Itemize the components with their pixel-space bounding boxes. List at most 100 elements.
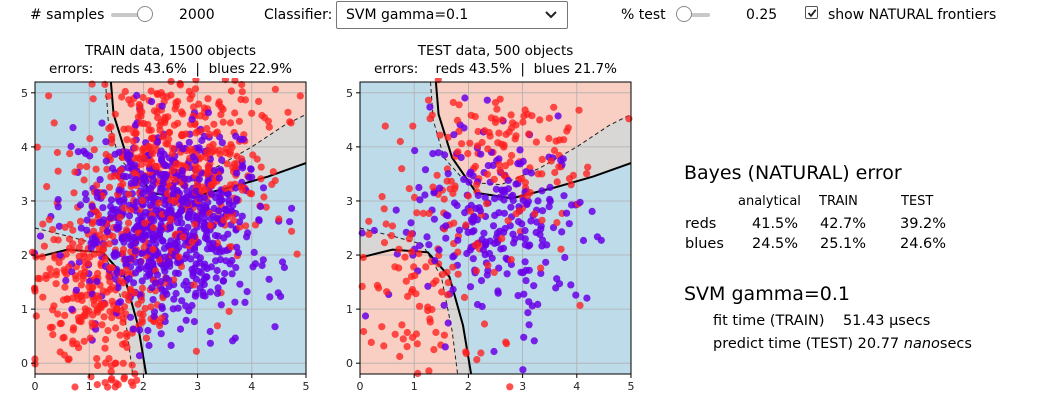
samples-slider[interactable] xyxy=(111,6,153,22)
train-red-point xyxy=(108,314,116,322)
train-blue-point xyxy=(136,326,144,334)
test-xtick-label-0: 0 xyxy=(357,380,364,393)
train-blue-point xyxy=(55,222,63,230)
train-blue-point xyxy=(239,162,247,170)
bayes-reds-analytical: 41.5% xyxy=(752,216,799,232)
test-red-point xyxy=(408,288,416,296)
test-xtick-label-5: 5 xyxy=(628,380,635,393)
train-red-point xyxy=(265,123,273,131)
train-red-point xyxy=(122,329,130,338)
train-blue-point xyxy=(201,234,209,242)
test-blue-point xyxy=(545,203,553,211)
classifier-select[interactable]: SVM gamma=0.1 xyxy=(336,1,568,29)
test-red-point xyxy=(444,133,452,141)
train-red-point xyxy=(227,243,235,251)
train-blue-point xyxy=(153,138,161,146)
test-red-point xyxy=(426,315,434,323)
train-blue-point xyxy=(110,251,118,259)
train-axes-frame xyxy=(34,81,307,375)
train-red-point xyxy=(105,355,113,363)
frontiers-checkbox[interactable] xyxy=(805,6,818,19)
train-blue-point xyxy=(200,219,208,227)
train-blue-point xyxy=(228,270,236,278)
test-blue-point xyxy=(461,94,469,102)
test-xtick-label-3: 3 xyxy=(519,380,526,393)
test-red-point xyxy=(438,288,446,296)
train-red-point xyxy=(191,220,199,228)
test-blue-point xyxy=(435,246,443,254)
test-red-point xyxy=(380,239,389,247)
test-red-point xyxy=(515,207,523,215)
train-red-point xyxy=(124,219,133,227)
train-blue-point xyxy=(159,180,167,188)
test-blue-point xyxy=(440,301,448,309)
train-red-point xyxy=(202,153,210,162)
train-red-point xyxy=(206,130,214,138)
test-points xyxy=(358,78,633,391)
train-natural-band-top xyxy=(105,82,306,199)
train-red-point xyxy=(104,327,112,335)
test-red-point xyxy=(509,119,517,127)
train-red-point xyxy=(101,379,109,387)
test-slider-knob[interactable] xyxy=(676,6,692,22)
test-slider[interactable] xyxy=(676,6,710,22)
svm-fit-unit: μsecs xyxy=(889,313,931,329)
test-red-point xyxy=(537,264,545,272)
train-red-point xyxy=(194,164,202,172)
train-blue-point xyxy=(62,277,70,285)
train-red-point xyxy=(192,347,200,355)
test-blue-point xyxy=(509,230,517,238)
test-red-point xyxy=(471,113,479,121)
frontiers-label: show NATURAL frontiers xyxy=(828,7,997,23)
train-blue-point xyxy=(122,260,130,268)
train-blue-point xyxy=(236,218,244,226)
train-blue-point xyxy=(184,214,192,222)
train-blue-point xyxy=(288,204,296,212)
train-red-point xyxy=(80,337,88,345)
train-blue-point xyxy=(249,263,257,271)
train-blue-point xyxy=(182,316,190,324)
train-red-point xyxy=(28,248,37,256)
train-red-point xyxy=(242,222,250,230)
test-red-point xyxy=(532,138,540,146)
test-red-point xyxy=(367,338,375,346)
train-blue-point xyxy=(219,277,228,285)
test-red-point xyxy=(462,221,470,229)
train-blue-point xyxy=(206,288,215,296)
train-red-point xyxy=(206,221,214,230)
train-red-point xyxy=(90,227,98,235)
test-blue-point xyxy=(470,227,478,235)
train-blue-point xyxy=(82,150,90,158)
train-blue-point xyxy=(72,286,80,294)
test-blue-point xyxy=(434,149,442,157)
test-red-point xyxy=(523,192,532,200)
train-blue-point xyxy=(167,237,175,245)
train-blue-point xyxy=(190,245,199,253)
test-blue-point xyxy=(527,217,535,225)
test-blue-point xyxy=(482,238,490,246)
test-blue-point xyxy=(466,283,475,291)
train-red-point xyxy=(238,80,246,89)
train-blue-point xyxy=(99,204,107,212)
train-red-point xyxy=(156,322,164,330)
train-blue-point xyxy=(176,325,185,333)
train-blue-point xyxy=(54,203,62,211)
train-blue-point xyxy=(216,194,224,202)
train-red-point xyxy=(84,259,92,268)
train-blue-point xyxy=(259,256,267,264)
train-ytick-label-3: 3 xyxy=(21,195,28,208)
test-red-point xyxy=(440,195,448,203)
test-red-point xyxy=(429,183,437,191)
train-blue-point xyxy=(87,244,95,252)
test-red-point xyxy=(413,340,421,348)
train-blue-point xyxy=(149,191,157,199)
samples-slider-knob[interactable] xyxy=(137,6,153,22)
train-red-point xyxy=(50,119,58,127)
test-red-point xyxy=(387,232,396,240)
train-red-point xyxy=(138,108,146,116)
train-red-point xyxy=(105,124,113,133)
train-blue-point xyxy=(198,209,206,218)
train-blue-point xyxy=(186,207,194,215)
train-blue-point xyxy=(213,266,221,275)
train-blue-point xyxy=(243,233,251,241)
